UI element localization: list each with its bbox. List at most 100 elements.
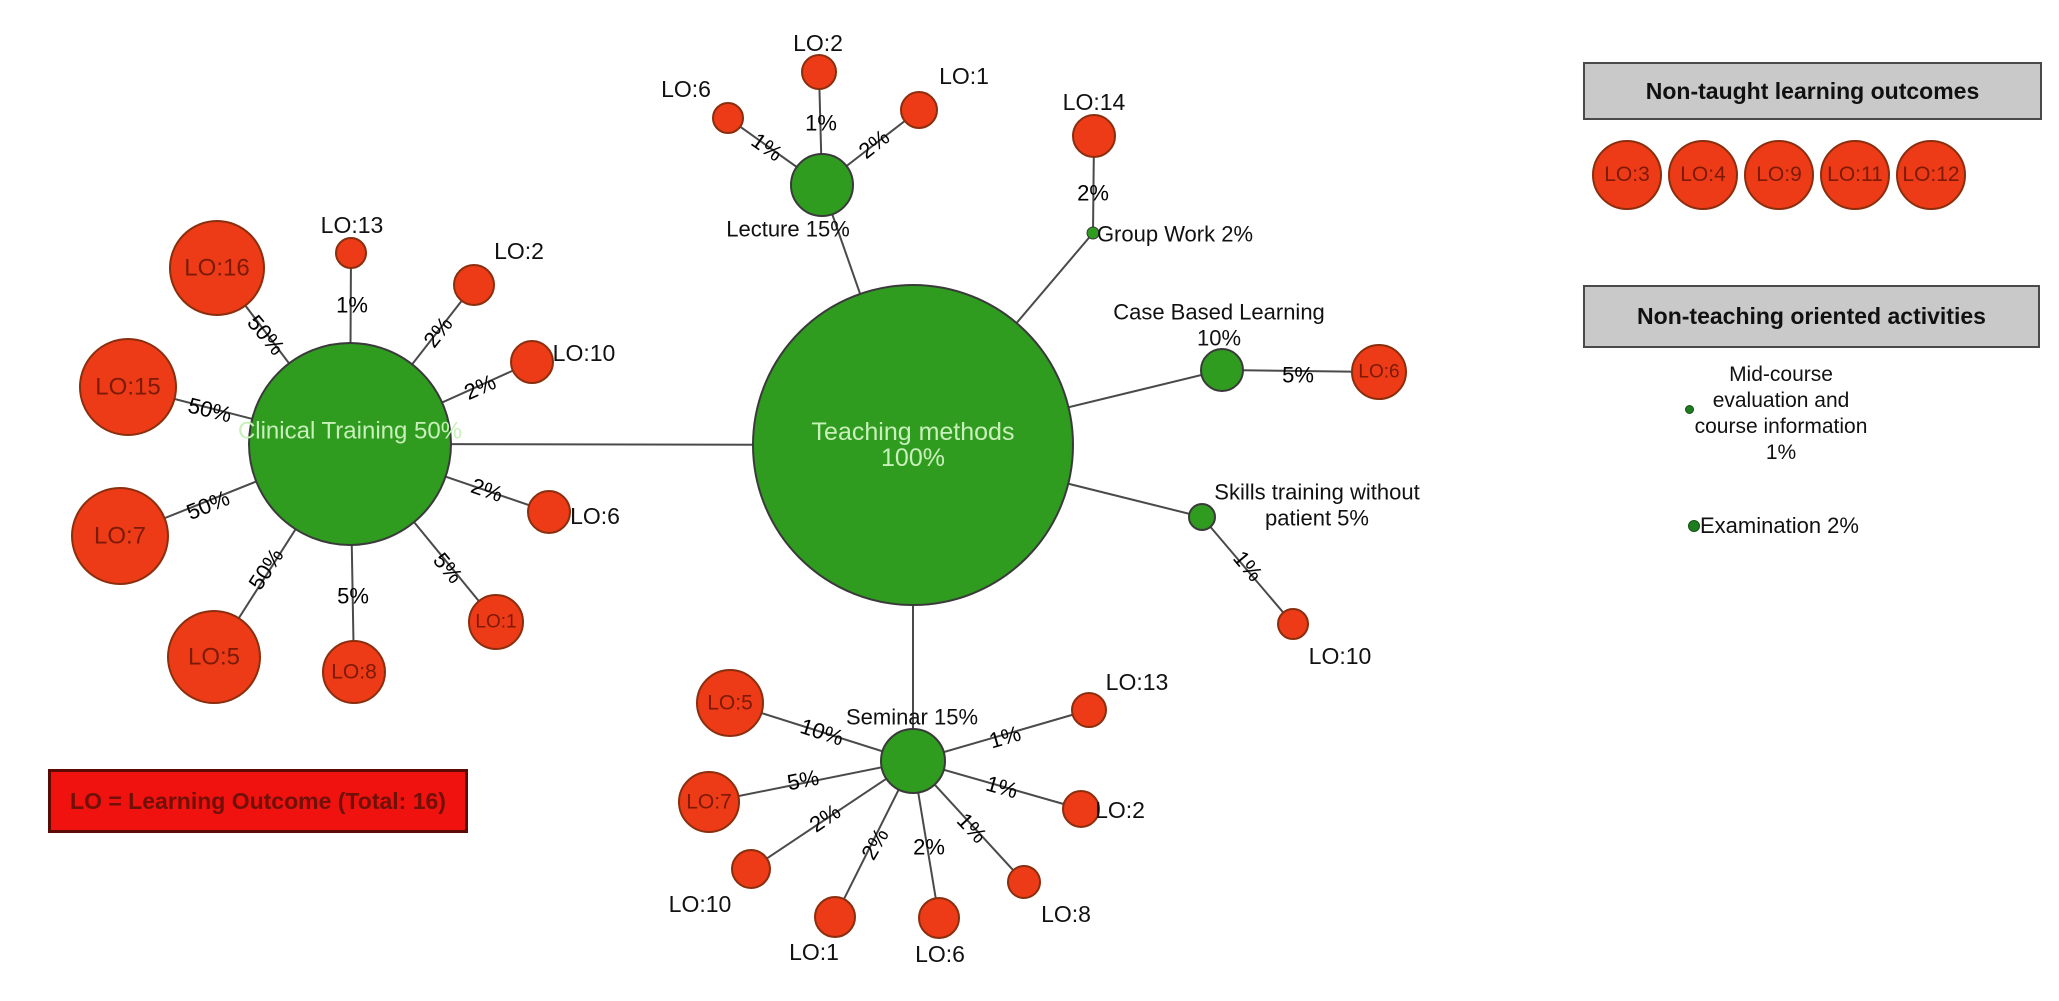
- node-l6: [712, 102, 744, 134]
- edge-label-lecture-l2: 1%: [805, 111, 837, 136]
- panel-non-teaching-header: Non-teaching oriented activities: [1583, 285, 2040, 348]
- node-label-c15: LO:15: [95, 374, 160, 401]
- node-label-c2: LO:2: [494, 238, 544, 264]
- edge-label-seminar-m8: 1%: [952, 808, 992, 848]
- legend-outcome-circle: LO:4: [1668, 140, 1738, 210]
- node-l1: [900, 91, 938, 129]
- node-label-l2: LO:2: [793, 30, 843, 56]
- edge-label-lecture-l1: 2%: [854, 124, 894, 163]
- legend-outcome-circle: LO:11: [1820, 140, 1890, 210]
- node-c8: [322, 640, 386, 704]
- node-label-m10: LO:10: [669, 891, 732, 917]
- node-c10: [510, 340, 554, 384]
- midcourse-line: 1%: [1765, 441, 1797, 464]
- edge-label-seminar-m13: 1%: [986, 721, 1023, 754]
- edge-label-clinical-c10: 2%: [460, 369, 499, 405]
- node-label-m8: LO:8: [1041, 901, 1091, 927]
- edge-label-lecture-l6: 1%: [747, 128, 787, 167]
- edge-label-clinical-c15: 50%: [186, 393, 235, 428]
- edge-label-clinical-c8: 5%: [337, 584, 369, 609]
- node-label-skills: patient 5%: [1265, 506, 1369, 531]
- node-label-m7: LO:7: [686, 791, 732, 814]
- node-c2: [453, 264, 495, 306]
- midcourse-line: evaluation and: [1712, 389, 1850, 412]
- node-label-m2: LO:2: [1095, 797, 1145, 823]
- edge-seminar-m7: [708, 760, 914, 803]
- node-label-teaching: 100%: [881, 444, 945, 472]
- panel-non-taught-header: Non-taught learning outcomes: [1583, 62, 2042, 120]
- node-cbl: [1200, 348, 1244, 392]
- node-m7: [678, 771, 740, 833]
- node-c16: [169, 220, 265, 316]
- node-label-skills: Skills training without: [1214, 480, 1419, 505]
- edge-label-clinical-c7: 50%: [183, 485, 233, 525]
- edge-label-clinical-c1: 5%: [428, 548, 468, 588]
- node-label-c10: LO:10: [553, 340, 616, 366]
- node-s10: [1277, 608, 1309, 640]
- node-label-l6: LO:6: [661, 76, 711, 102]
- node-label-m13: LO:13: [1106, 669, 1169, 695]
- node-label-m1: LO:1: [789, 939, 839, 965]
- node-label-c8: LO:8: [331, 661, 377, 684]
- edge-label-clinical-c2: 2%: [418, 312, 457, 352]
- node-label-s10: LO:10: [1309, 643, 1372, 669]
- node-clinical: [248, 342, 452, 546]
- edge-skills-s10: [1201, 516, 1294, 625]
- edge-label-seminar-m7: 5%: [785, 765, 821, 796]
- node-teaching: [752, 284, 1074, 606]
- node-label-lecture: Lecture 15%: [726, 217, 850, 242]
- node-label-b6: LO:6: [1358, 362, 1399, 383]
- midcourse-activity: Mid-course evaluation and course informa…: [1661, 362, 1901, 466]
- edge-label-seminar-m2: 1%: [983, 771, 1020, 804]
- examination-dot-icon: [1688, 520, 1700, 532]
- node-m2: [1062, 790, 1100, 828]
- node-m5: [696, 669, 764, 737]
- node-label-c6: LO:6: [570, 503, 620, 529]
- node-c5: [167, 610, 261, 704]
- node-label-cbl: 10%: [1197, 326, 1241, 351]
- node-lecture: [790, 153, 854, 217]
- node-m13: [1071, 692, 1107, 728]
- edge-label-clinical-c13: 1%: [336, 293, 368, 318]
- node-label-c5: LO:5: [188, 644, 240, 671]
- node-c13: [335, 237, 367, 269]
- examination-activity: Examination 2%: [1700, 513, 1859, 538]
- edge-label-skills-s10: 1%: [1228, 546, 1268, 586]
- edge-label-seminar-m1: 2%: [856, 824, 894, 864]
- node-seminar: [880, 728, 946, 794]
- legend-note: LO = Learning Outcome (Total: 16): [48, 769, 468, 833]
- node-skills: [1188, 503, 1216, 531]
- node-m6: [918, 897, 960, 939]
- edge-label-seminar-m10: 2%: [805, 799, 845, 838]
- node-c6: [527, 490, 571, 534]
- node-label-l14: LO:14: [1063, 89, 1126, 115]
- node-b6: [1351, 344, 1407, 400]
- midcourse-line: course information: [1694, 415, 1868, 438]
- edge-label-cbl-b6: 5%: [1282, 363, 1314, 388]
- node-label-c13: LO:13: [321, 212, 384, 238]
- edge-label-clinical-c6: 2%: [468, 473, 506, 507]
- node-label-c16: LO:16: [184, 255, 249, 282]
- node-m1: [814, 896, 856, 938]
- legend-outcome-circle: LO:3: [1592, 140, 1662, 210]
- node-label-clinical: Clinical Training 50%: [238, 418, 462, 445]
- edge-label-groupwork-l14: 2%: [1077, 181, 1109, 206]
- node-label-c7: LO:7: [94, 523, 146, 550]
- legend-outcome-circle: LO:9: [1744, 140, 1814, 210]
- node-c1: [468, 594, 524, 650]
- edge-label-clinical-c16: 50%: [242, 310, 289, 360]
- node-label-teaching: Teaching methods: [812, 418, 1015, 446]
- midcourse-dot-icon: [1685, 405, 1694, 414]
- node-l2: [801, 54, 837, 90]
- midcourse-line: Mid-course: [1729, 363, 1833, 386]
- non-taught-outcomes-row: LO:3 LO:4 LO:9 LO:11 LO:12: [1592, 140, 1966, 210]
- node-label-l1: LO:1: [939, 63, 989, 89]
- node-label-groupwork: Group Work 2%: [1097, 222, 1253, 247]
- node-label-m6: LO:6: [915, 941, 965, 967]
- node-m8: [1007, 865, 1041, 899]
- node-m10: [731, 849, 771, 889]
- edge-label-seminar-m5: 10%: [797, 713, 847, 750]
- node-label-seminar: Seminar 15%: [846, 705, 978, 730]
